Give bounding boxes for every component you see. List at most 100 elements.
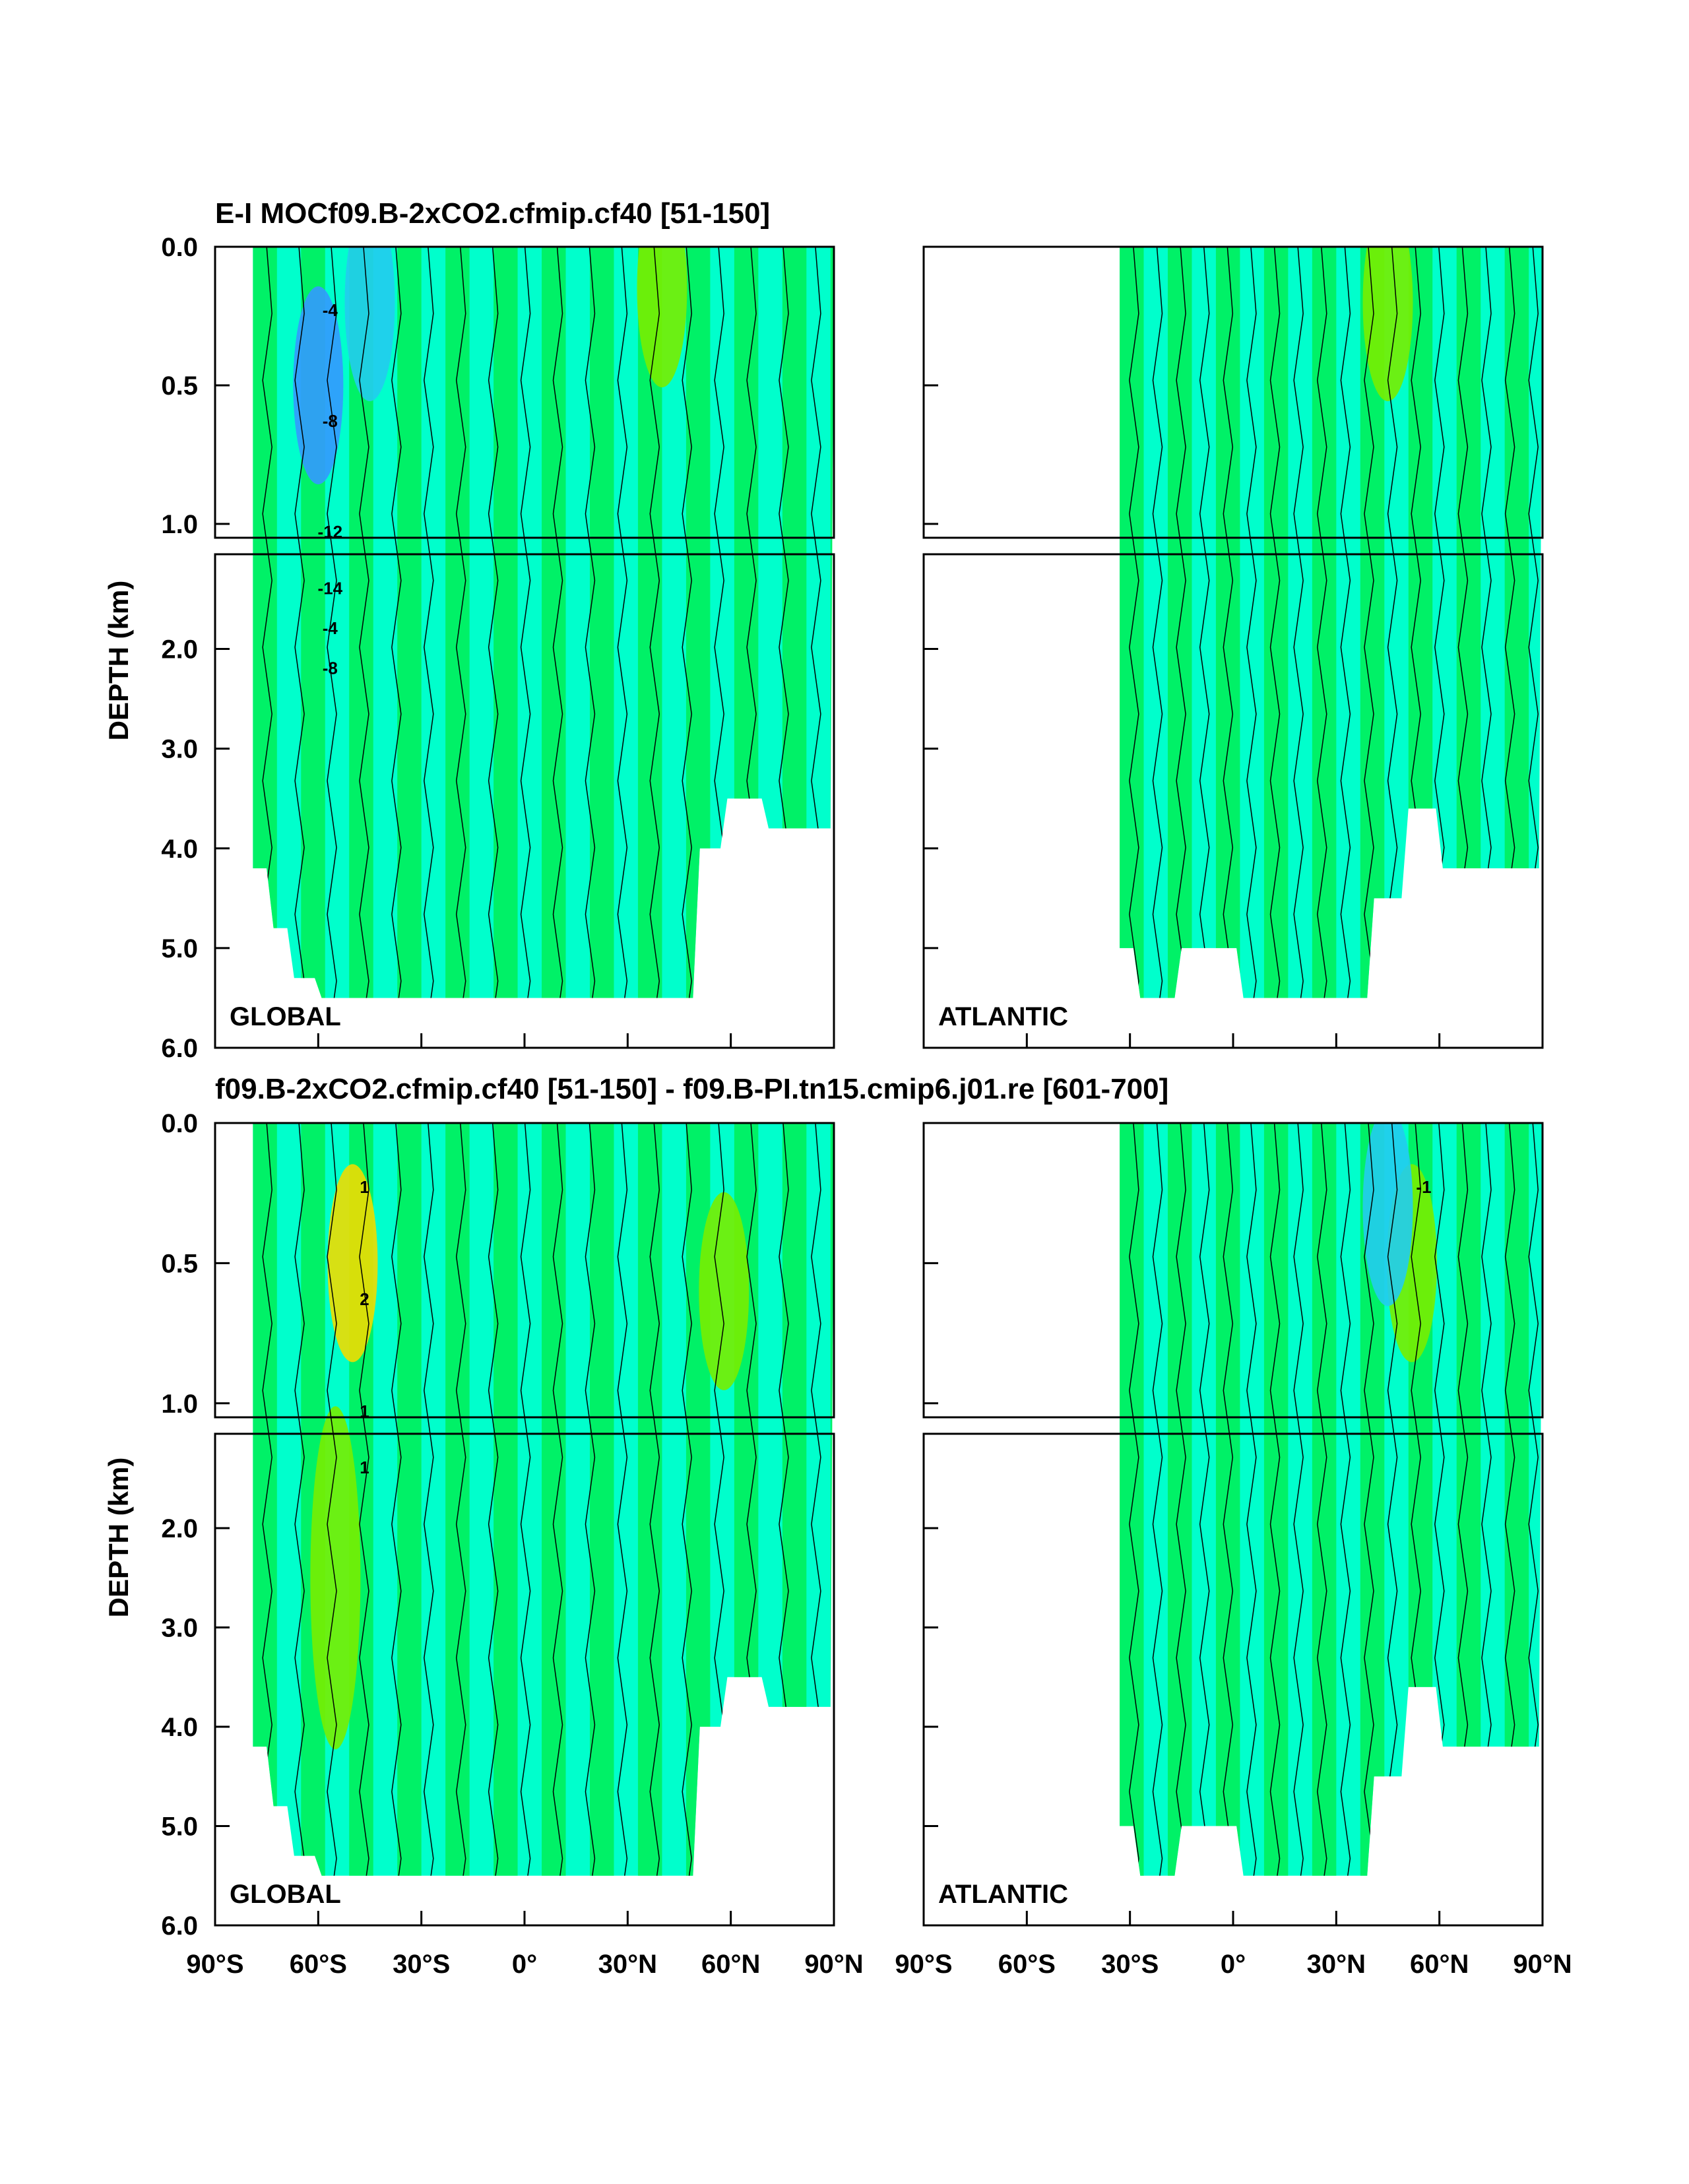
field-band: [542, 1123, 566, 1876]
field-band: [782, 1123, 807, 1876]
contour-line: [1223, 247, 1234, 998]
field-band: [1167, 1123, 1192, 1876]
y-axis-label: DEPTH (km): [103, 1458, 134, 1618]
contour-line: [1129, 1123, 1139, 1876]
contour-line: [1316, 1123, 1327, 1876]
contour-line: [1269, 1123, 1281, 1876]
contour-line: [391, 247, 402, 998]
field-band: [782, 247, 807, 998]
field-positive: [637, 247, 687, 387]
field-positive: [1362, 247, 1413, 401]
field-band: [1263, 247, 1289, 998]
contour-label: -8: [323, 411, 338, 431]
contour-line: [649, 247, 660, 998]
x-tick-label: 30°S: [393, 1950, 450, 1979]
contour-line: [359, 247, 369, 998]
contour-line: [1129, 247, 1139, 998]
y-tick-label: 3.0: [161, 1613, 198, 1642]
contour-line: [424, 247, 434, 998]
x-tick-label: 90°S: [895, 1950, 952, 1979]
contour-line: [359, 1123, 369, 1876]
contour-line: [294, 247, 305, 998]
field-band: [542, 247, 566, 998]
contour-line: [1340, 247, 1351, 998]
contour-line: [1152, 247, 1163, 998]
field-band: [1263, 1123, 1289, 1876]
contour-line: [1293, 1123, 1304, 1876]
contour-line: [585, 247, 596, 998]
contour-line: [327, 247, 337, 998]
ocean-field-global: [253, 1123, 834, 1876]
field-band: [1408, 247, 1433, 998]
x-tick-label: 90°N: [1513, 1950, 1572, 1979]
x-tick-label: 0°: [512, 1950, 537, 1979]
contour-line: [1364, 247, 1374, 998]
field-band: [1215, 247, 1240, 998]
x-tick-label: 60°N: [701, 1950, 760, 1979]
upper-frame: [922, 245, 1544, 539]
contour-label: -8: [323, 658, 338, 678]
y-tick-label: 5.0: [161, 934, 198, 963]
y-tick-label: 1.0: [161, 510, 198, 539]
field-band: [397, 247, 422, 998]
field-positive: [699, 1192, 749, 1390]
x-tick-label: 60°N: [1410, 1950, 1469, 1979]
contour-line: [520, 247, 531, 998]
field-band: [590, 247, 614, 998]
contour-label: 1: [360, 1177, 369, 1197]
field-band: [1312, 1123, 1337, 1876]
contour-line: [1199, 1123, 1210, 1876]
field-band: [1504, 247, 1529, 998]
contour-line: [424, 1123, 434, 1876]
field-band: [1120, 1123, 1144, 1876]
y-tick-label: 1.0: [161, 1390, 198, 1419]
region-label: GLOBAL: [230, 1002, 341, 1031]
contour-line: [327, 1123, 337, 1876]
contour-label: 1: [360, 1458, 369, 1477]
contour-label: -4: [323, 618, 338, 638]
field-strong-negative: [293, 286, 344, 484]
contour-line: [1199, 247, 1210, 998]
x-tick-label: 90°S: [186, 1950, 243, 1979]
region-label: ATLANTIC: [938, 1002, 1068, 1031]
field-band: [494, 247, 518, 998]
contour-line: [585, 1123, 596, 1876]
x-tick-label: 60°S: [290, 1950, 347, 1979]
x-tick-label: 30°N: [1307, 1950, 1366, 1979]
contour-line: [1340, 1123, 1351, 1876]
contour-line: [552, 1123, 563, 1876]
field-band: [445, 1123, 470, 1876]
region-label: ATLANTIC: [938, 1880, 1068, 1909]
y-tick-label: 0.0: [161, 1109, 198, 1138]
contour-line: [294, 1123, 305, 1876]
y-tick-label: 2.0: [161, 635, 198, 664]
x-tick-label: 90°N: [804, 1950, 863, 1979]
contour-line: [1293, 247, 1304, 998]
field-band: [1120, 247, 1144, 998]
x-tick-label: 30°N: [598, 1950, 657, 1979]
field-band: [494, 1123, 518, 1876]
region-label: GLOBAL: [230, 1880, 341, 1909]
contour-label: -1: [1416, 1177, 1431, 1197]
contour-line: [1176, 247, 1186, 998]
x-tick-label: 60°S: [998, 1950, 1056, 1979]
contour-line: [682, 1123, 692, 1876]
y-tick-label: 0.5: [161, 1249, 198, 1278]
y-tick-label: 4.0: [161, 835, 198, 864]
field-band: [1215, 1123, 1240, 1876]
field-band: [637, 1123, 662, 1876]
y-axis-label: DEPTH (km): [103, 581, 134, 741]
contour-line: [1269, 247, 1281, 998]
field-positive: [310, 1406, 361, 1750]
contour-line: [1316, 247, 1327, 998]
field-band: [1504, 1123, 1529, 1876]
field-negative: [1362, 1123, 1413, 1306]
contour-line: [617, 247, 628, 998]
field-band: [397, 1123, 422, 1876]
field-band: [1312, 247, 1337, 998]
contour-line: [455, 247, 466, 998]
contour-line: [488, 1123, 499, 1876]
x-tick-label: 0°: [1221, 1950, 1246, 1979]
y-tick-label: 5.0: [161, 1812, 198, 1841]
